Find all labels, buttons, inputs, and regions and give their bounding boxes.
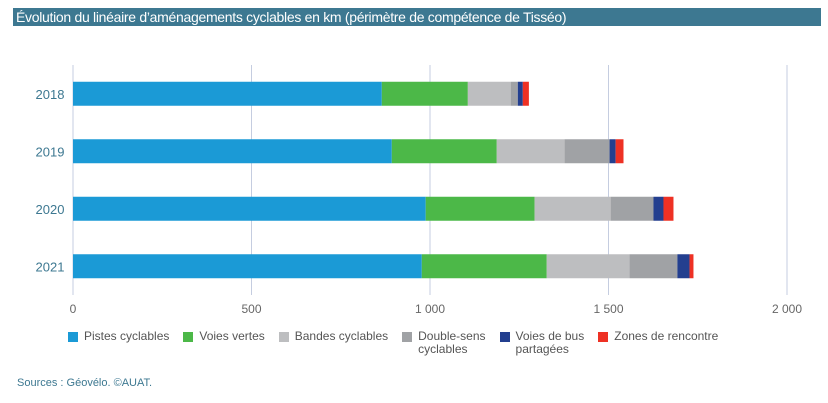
legend-swatch xyxy=(598,332,609,342)
x-tick-label: 500 xyxy=(241,302,261,316)
y-tick-label: 2020 xyxy=(36,202,65,217)
bar-segment xyxy=(510,81,518,106)
legend-item: Pistes cyclables xyxy=(68,330,169,356)
bar-segment xyxy=(663,196,674,221)
x-tick-label: 0 xyxy=(70,302,77,316)
y-tick-label: 2018 xyxy=(36,87,65,102)
sources: Sources : Géovélo. ©AUAT. xyxy=(17,377,153,389)
y-tick-label: 2019 xyxy=(36,144,65,159)
bar-segment xyxy=(421,254,547,279)
legend-label: Bandes cyclables xyxy=(294,329,389,343)
bar-segment xyxy=(381,81,468,106)
bar-segment xyxy=(546,254,630,279)
bar-segment xyxy=(522,81,529,106)
bar-segment xyxy=(73,139,392,164)
bar-segment xyxy=(425,196,535,221)
y-tick-label: 2021 xyxy=(36,259,65,274)
legend-label: Voies vertes xyxy=(199,329,265,343)
legend-label: Double-sens cyclables xyxy=(418,329,486,356)
bar-segment xyxy=(496,139,565,164)
bar-segment xyxy=(609,139,616,164)
legend-label: Voies de bus partagées xyxy=(515,329,585,356)
legend-item: Bandes cyclables xyxy=(278,329,389,356)
bar-segment xyxy=(677,254,690,279)
bar-segment xyxy=(689,254,694,279)
x-tick-label: 1 000 xyxy=(415,302,445,316)
legend-item: Voies de bus partagées xyxy=(499,329,585,356)
bar-segment xyxy=(564,139,610,164)
bar-segment xyxy=(534,196,611,221)
x-tick-label: 1 500 xyxy=(593,302,623,316)
bar-segment xyxy=(391,139,497,164)
bar-segment xyxy=(653,196,664,221)
x-tick-label: 2 000 xyxy=(772,302,802,316)
bar-segment xyxy=(73,254,422,279)
legend-swatch xyxy=(278,332,289,342)
legend-label: Pistes cyclables xyxy=(84,329,170,343)
legend: Pistes cyclables Voies vertes Bandes cycla… xyxy=(68,330,732,356)
bar-segment xyxy=(467,81,511,106)
chart-title: Évolution du linéaire d’aménagements cyc… xyxy=(13,8,821,26)
legend-item: Zones de rencontre xyxy=(598,330,718,356)
bar-segment xyxy=(73,81,382,106)
bar-segment xyxy=(610,196,654,221)
legend-label: Zones de rencontre xyxy=(614,329,719,343)
bar-segment xyxy=(517,81,523,106)
legend-item: Voies vertes xyxy=(183,329,265,356)
bar-segment xyxy=(73,196,426,221)
bar-segment xyxy=(629,254,678,279)
legend-swatch xyxy=(402,332,413,342)
legend-swatch xyxy=(183,332,194,342)
legend-swatch xyxy=(499,332,510,342)
bar-segment xyxy=(615,139,624,164)
legend-swatch xyxy=(68,332,78,342)
legend-item: Double-sens cyclables xyxy=(402,329,486,356)
